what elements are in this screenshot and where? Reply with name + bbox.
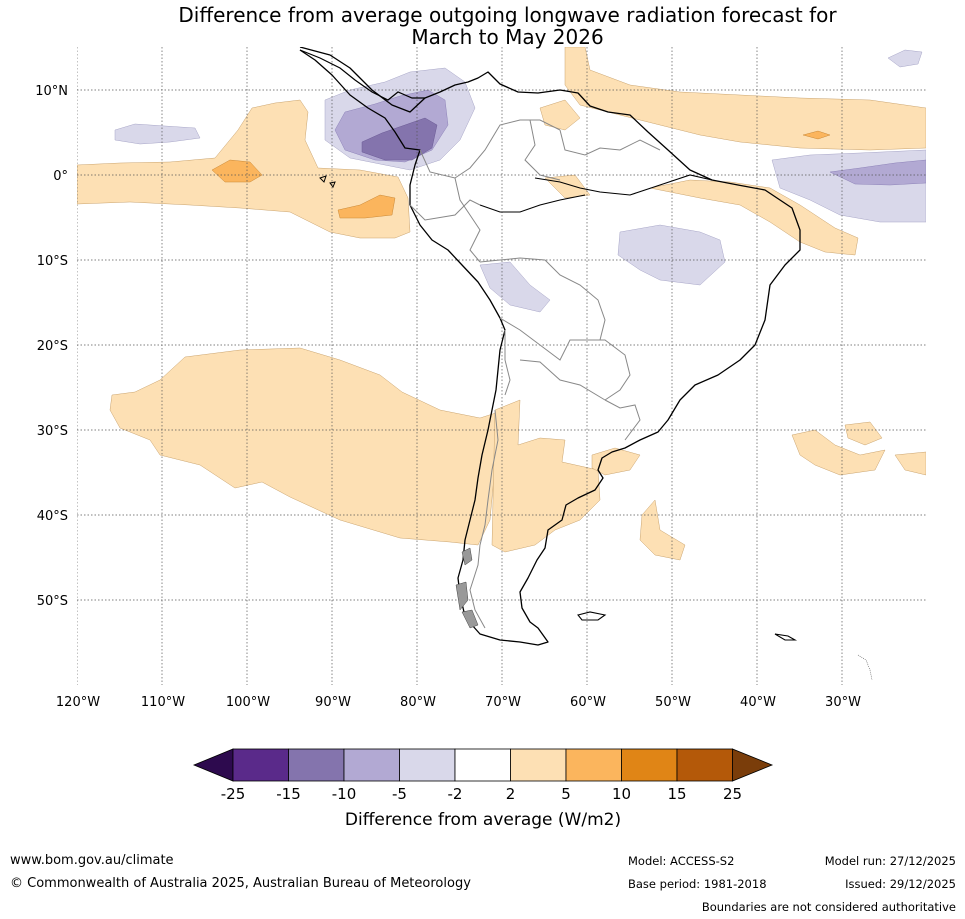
lon-label-40w: 40°W xyxy=(740,695,776,710)
chart-title: Difference from average outgoing longwav… xyxy=(0,4,965,48)
footer-model: Model: ACCESS-S2 xyxy=(628,854,735,868)
legend-swatch-10-5 xyxy=(343,748,400,782)
lon-label-30w: 30°W xyxy=(825,695,861,710)
legend-tick-5: 2 xyxy=(506,785,516,803)
anomaly-south-atlantic-1 xyxy=(639,499,686,561)
legend-tick-9: 25 xyxy=(723,785,742,803)
legend-swatch-2-5 xyxy=(510,748,567,782)
footer-issued: Issued: 29/12/2025 xyxy=(845,877,956,891)
legend-tick-3: -5 xyxy=(392,785,407,803)
legend-swatch-5-2 xyxy=(399,748,456,782)
anomaly-south-atlantic-2 xyxy=(791,429,886,476)
legend-tick-6: 5 xyxy=(561,785,571,803)
anomaly-neg-pacific-patch xyxy=(114,123,201,145)
legend-swatch-above-25 xyxy=(732,748,774,782)
lon-label-90w: 90°W xyxy=(315,695,351,710)
legend-title: Difference from average (W/m2) xyxy=(345,810,621,830)
lat-label-50s: 50°S xyxy=(37,594,68,609)
lon-label-80w: 80°W xyxy=(400,695,436,710)
anomaly-south-atlantic-3 xyxy=(844,421,883,446)
anomaly-brazil-east xyxy=(649,179,859,256)
falkland-islands xyxy=(577,611,607,621)
legend-tick-4: -2 xyxy=(448,785,463,803)
legend-swatch-15-10 xyxy=(288,748,345,782)
legend-tick-2: -10 xyxy=(332,785,357,803)
anomaly-caribbean xyxy=(539,99,581,131)
lat-label-30s: 30°S xyxy=(37,424,68,439)
anomaly-south-atlantic-4 xyxy=(894,451,926,476)
anomaly-north-atlantic-band xyxy=(564,47,926,151)
south-sandwich-islands xyxy=(857,654,873,681)
anomaly-neg-atlantic-mid xyxy=(829,159,926,186)
legend-tick-0: -25 xyxy=(221,785,246,803)
anomaly-neg-bolivia xyxy=(479,261,551,313)
footer-url: www.bom.gov.au/climate xyxy=(10,853,174,868)
lat-label-10s: 10°S xyxy=(37,254,68,269)
title-line-2: March to May 2026 xyxy=(411,25,604,49)
anomaly-orange-1 xyxy=(211,159,263,183)
legend-swatch-below-25 xyxy=(192,748,234,782)
footer-base-period: Base period: 1981-2018 xyxy=(628,877,767,891)
galapagos xyxy=(319,175,336,189)
central-america-coastline xyxy=(299,49,425,101)
patagonia-fjords xyxy=(455,547,479,629)
anomaly-amazon-strip xyxy=(544,174,591,199)
legend-swatch-10-15 xyxy=(621,748,678,782)
footer-copyright: © Commonwealth of Australia 2025, Austra… xyxy=(10,876,471,891)
lat-label-10n: 10°N xyxy=(35,84,68,99)
legend-swatch-5-10 xyxy=(565,748,622,782)
country-borders xyxy=(409,119,661,629)
legend-swatch-25-15 xyxy=(232,748,289,782)
map-area xyxy=(77,47,926,685)
lon-label-60w: 60°W xyxy=(570,695,606,710)
anomaly-argentina xyxy=(491,399,601,553)
legend-tick-7: 10 xyxy=(612,785,631,803)
legend-tick-1: -15 xyxy=(276,785,301,803)
lat-label-40s: 40°S xyxy=(37,509,68,524)
south-america-coastline xyxy=(299,47,801,646)
amazon-river xyxy=(534,174,713,196)
lon-label-120w: 120°W xyxy=(56,695,100,710)
footer-boundaries-note: Boundaries are not considered authoritat… xyxy=(701,900,956,914)
amazon-tributary xyxy=(479,194,586,213)
anomaly-orange-3 xyxy=(802,130,831,140)
lon-label-100w: 100°W xyxy=(226,695,270,710)
anomaly-uruguay xyxy=(591,447,641,476)
legend-tick-8: 15 xyxy=(667,785,686,803)
lat-label-20s: 20°S xyxy=(37,339,68,354)
lon-label-70w: 70°W xyxy=(485,695,521,710)
lat-label-0: 0° xyxy=(53,169,68,184)
lon-label-110w: 110°W xyxy=(141,695,185,710)
anomaly-south-pacific xyxy=(109,347,513,546)
lon-label-50w: 50°W xyxy=(655,695,691,710)
anomaly-orange-2 xyxy=(337,194,396,219)
legend-swatch-neutral xyxy=(454,748,511,782)
footer-model-run: Model run: 27/12/2025 xyxy=(824,854,956,868)
anomaly-neg-north-atlantic xyxy=(887,49,923,68)
south-georgia xyxy=(774,633,798,641)
anomaly-neg-amazon xyxy=(617,224,726,286)
color-legend xyxy=(192,748,774,782)
title-line-1: Difference from average outgoing longwav… xyxy=(178,3,837,27)
legend-swatch-15-25 xyxy=(676,748,733,782)
